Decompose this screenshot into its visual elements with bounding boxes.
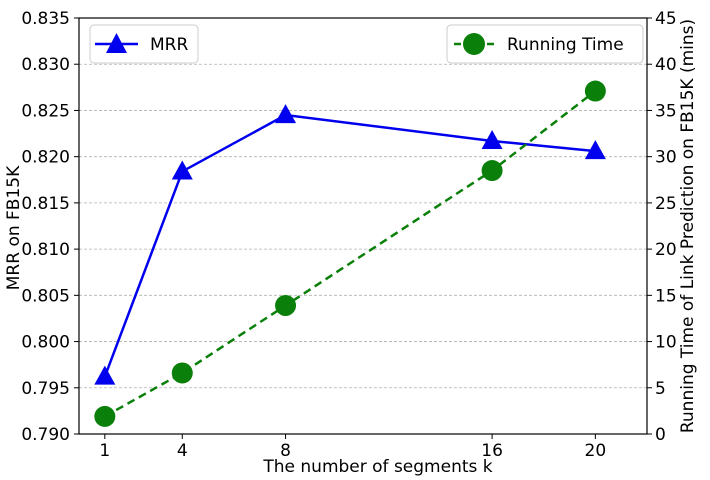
left-tick-label: 0.830 bbox=[21, 55, 70, 75]
running-time-point bbox=[481, 160, 503, 182]
x-tick-label: 1 bbox=[99, 441, 110, 461]
mrr-point bbox=[584, 140, 606, 160]
right-tick-label: 35 bbox=[655, 101, 677, 121]
right-tick-label: 5 bbox=[655, 379, 666, 399]
right-tick-label: 15 bbox=[655, 286, 677, 306]
right-tick-label: 30 bbox=[655, 148, 677, 168]
right-tick-label: 10 bbox=[655, 333, 677, 353]
right-tick-label: 25 bbox=[655, 194, 677, 214]
left-tick-label: 0.805 bbox=[21, 286, 70, 306]
left-tick-label: 0.820 bbox=[21, 148, 70, 168]
left-y-axis-title: MRR on FB15K bbox=[4, 165, 24, 290]
gridlines bbox=[79, 17, 647, 435]
series-layer bbox=[94, 80, 606, 427]
x-axis-title: The number of segments k bbox=[262, 457, 492, 477]
legend-running-time-label: Running Time bbox=[507, 35, 624, 55]
mrr-point bbox=[94, 365, 116, 385]
x-tick-label: 4 bbox=[177, 441, 188, 461]
x-tick-label: 20 bbox=[585, 441, 607, 461]
mrr-point bbox=[275, 104, 297, 124]
left-tick-label: 0.815 bbox=[21, 194, 70, 214]
x-tick-label: 16 bbox=[481, 441, 503, 461]
left-tick-label: 0.825 bbox=[21, 101, 70, 121]
mrr-point bbox=[171, 160, 193, 180]
x-axis-ticks: 1 4 8 16 20 bbox=[99, 434, 606, 461]
right-tick-label: 40 bbox=[655, 55, 677, 75]
x-tick-label: 8 bbox=[280, 441, 291, 461]
mrr-point bbox=[481, 129, 503, 149]
left-tick-label: 0.795 bbox=[21, 379, 70, 399]
running-time-point bbox=[171, 362, 193, 384]
right-y-axis-ticks: 0 5 10 15 20 25 30 35 40 45 bbox=[647, 9, 677, 445]
mrr-line bbox=[103, 113, 596, 378]
running-time-point bbox=[275, 295, 297, 317]
right-tick-label: 20 bbox=[655, 240, 677, 260]
legend-mrr-label: MRR bbox=[150, 35, 188, 55]
right-tick-label: 45 bbox=[655, 9, 677, 29]
right-y-axis-title: Running Time of Link Prediction on FB15K… bbox=[678, 19, 698, 433]
plot-frame bbox=[78, 17, 648, 435]
legend-mrr-marker bbox=[106, 33, 127, 53]
left-tick-label: 0.810 bbox=[21, 240, 70, 260]
legend-running-time: Running Time bbox=[446, 24, 644, 64]
left-tick-label: 0.800 bbox=[21, 333, 70, 353]
left-y-axis-ticks: 0.790 0.795 0.800 0.805 0.810 0.815 0.820 0.825… bbox=[21, 9, 79, 445]
legend-mrr: MRR bbox=[89, 24, 199, 64]
left-tick-label: 0.790 bbox=[21, 425, 70, 445]
left-tick-label: 0.835 bbox=[21, 9, 70, 29]
running-time-point bbox=[94, 405, 116, 427]
right-tick-label: 0 bbox=[655, 425, 666, 445]
running-time-point bbox=[584, 80, 606, 102]
legend-running-time-marker bbox=[463, 33, 485, 55]
